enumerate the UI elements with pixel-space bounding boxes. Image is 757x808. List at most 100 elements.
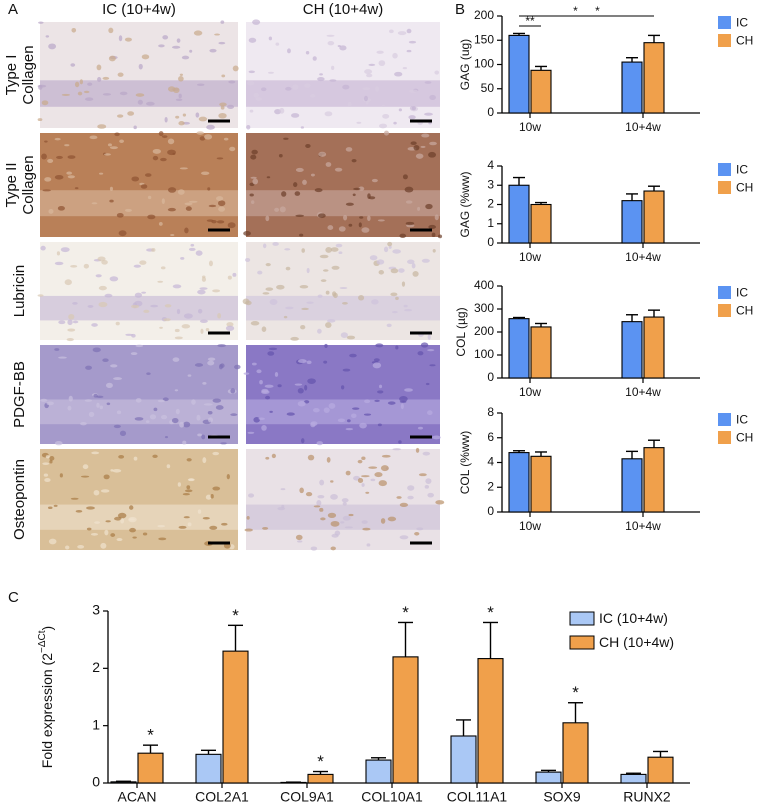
x-tick-label: COL2A1 <box>195 789 249 805</box>
cell <box>317 77 325 82</box>
cell <box>179 421 185 428</box>
error-bar <box>313 770 328 775</box>
y-axis-label: GAG (%ww) <box>458 171 472 237</box>
cell <box>412 271 419 277</box>
cell <box>327 225 334 231</box>
cell <box>187 478 195 482</box>
cell <box>164 116 168 123</box>
cell <box>429 94 436 101</box>
cell <box>161 198 165 205</box>
cell <box>300 126 304 129</box>
error-bar <box>201 749 216 755</box>
cell <box>64 279 72 286</box>
cell <box>191 399 196 405</box>
bar <box>110 781 137 784</box>
y-tick-label: 4 <box>487 455 494 469</box>
cell <box>248 37 257 43</box>
y-tick-label: 1 <box>92 716 100 732</box>
cell <box>389 29 394 34</box>
histology-image <box>40 133 238 237</box>
cell <box>380 518 386 524</box>
cell <box>145 420 150 423</box>
y-tick-label: 300 <box>474 301 494 315</box>
y-axis-label-suffix: ) <box>39 626 55 631</box>
cell <box>84 399 92 402</box>
cell <box>49 456 55 461</box>
cell <box>255 97 263 101</box>
y-tick-label: 100 <box>474 57 494 71</box>
error-bar <box>513 316 525 319</box>
cell <box>280 488 286 491</box>
cell <box>421 133 430 138</box>
cell <box>74 81 80 88</box>
cell <box>417 206 421 211</box>
cell <box>331 265 340 270</box>
cell <box>417 426 424 430</box>
cell <box>272 242 279 246</box>
cell <box>376 50 384 54</box>
cell <box>323 407 330 413</box>
cell <box>54 174 64 180</box>
cell <box>150 304 159 308</box>
cell <box>381 104 385 108</box>
cell <box>225 325 235 331</box>
cell <box>253 417 260 423</box>
cell <box>144 173 152 177</box>
cell <box>249 193 254 197</box>
cell <box>146 101 155 106</box>
cell <box>390 268 399 274</box>
cell <box>67 405 72 411</box>
cell <box>364 399 371 404</box>
x-tick-label: 10+4w <box>625 250 661 264</box>
cell <box>327 512 337 518</box>
cell <box>132 536 137 539</box>
cell <box>247 431 255 434</box>
cell <box>116 212 124 218</box>
cell <box>359 422 367 429</box>
cell <box>147 195 152 200</box>
cell <box>215 405 224 410</box>
cell <box>284 248 291 251</box>
cell <box>246 80 255 86</box>
row-label: Osteopontin <box>11 459 28 540</box>
cell <box>105 382 113 389</box>
cell <box>45 455 50 459</box>
cell <box>256 369 262 374</box>
cell <box>58 320 66 325</box>
cell <box>90 533 99 536</box>
cell <box>424 485 430 489</box>
bar <box>562 722 589 784</box>
cell <box>218 112 227 119</box>
row-label-line: Lubricin <box>11 265 28 318</box>
cell <box>217 344 226 348</box>
cell <box>162 35 169 40</box>
cell <box>157 399 165 403</box>
bar <box>643 316 665 379</box>
cell <box>331 65 335 70</box>
cell <box>244 257 251 262</box>
cell <box>230 413 238 416</box>
cell <box>358 186 365 191</box>
cell <box>398 108 402 112</box>
significance-marker: * <box>573 4 578 18</box>
cell <box>227 275 232 280</box>
cell <box>67 319 73 326</box>
cell <box>387 241 393 247</box>
cell <box>129 505 134 510</box>
cell <box>117 72 124 77</box>
cell <box>54 261 64 266</box>
cell <box>375 343 384 348</box>
cell <box>390 292 398 297</box>
cell <box>381 454 391 458</box>
cell <box>205 494 212 500</box>
cell <box>378 123 388 129</box>
cell <box>301 248 305 253</box>
cell <box>250 176 257 179</box>
cell <box>133 456 138 461</box>
cell <box>199 287 208 290</box>
cell <box>179 73 183 77</box>
cell <box>310 546 318 551</box>
cell <box>330 546 336 551</box>
cell <box>208 204 217 208</box>
cell <box>184 489 193 493</box>
